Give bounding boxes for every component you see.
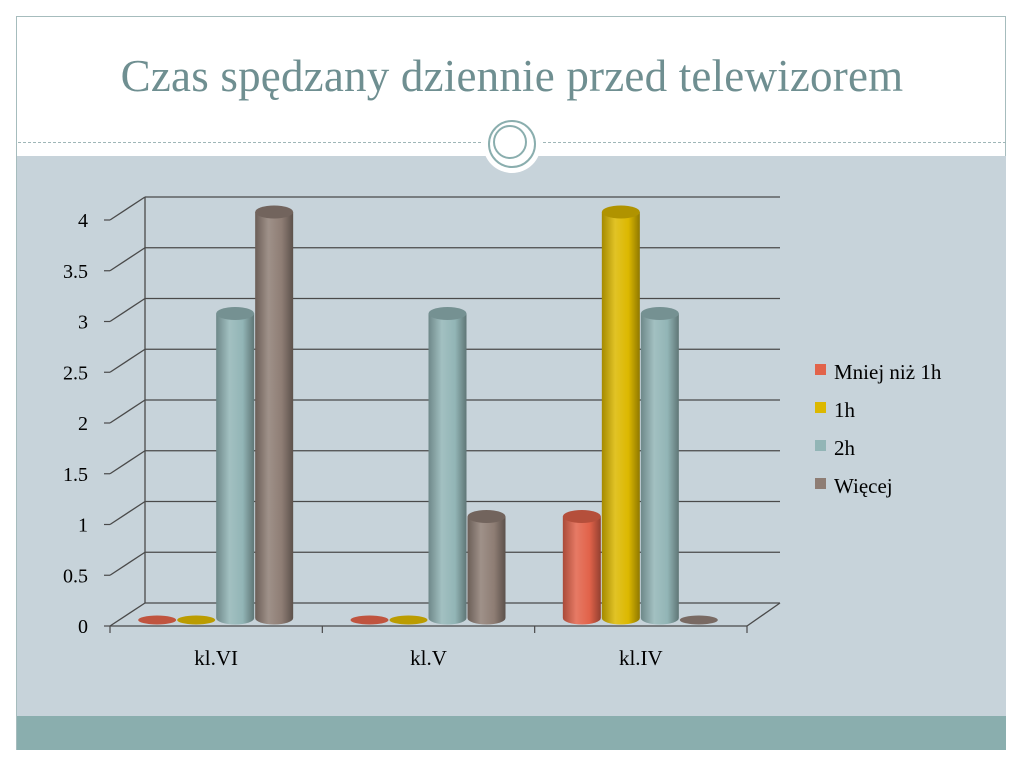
x-tick-label: kl.V (410, 646, 447, 670)
gridline-depth (109, 348, 146, 373)
chart-legend: Mniej niż 1h 1h 2h Więcej (815, 360, 942, 498)
bar-zero-disc (138, 615, 177, 625)
bar-top (255, 205, 294, 219)
bar-zero-disc (389, 615, 428, 625)
bar-top (216, 307, 255, 320)
chart-axes: 0 0.5 1 1.5 2 2.5 3 3.5 4 kl.VI kl.V kl.IV (63, 210, 781, 670)
bar (679, 615, 718, 625)
bar-body (562, 516, 601, 625)
chart-bars (138, 205, 718, 625)
legend-label: Więcej (834, 474, 893, 498)
gridline-depth (109, 297, 146, 323)
y-tick-label: 3 (78, 312, 88, 334)
legend-label: 1h (834, 398, 856, 422)
bar (138, 615, 177, 625)
y-tick-label: 2.5 (63, 362, 88, 384)
bar-body (216, 313, 255, 625)
gridline-depth (109, 399, 146, 424)
bar-top (601, 205, 640, 219)
bar (216, 307, 255, 625)
gridline-depth (109, 602, 146, 627)
y-tick-label: 3.5 (63, 261, 88, 283)
bar (562, 510, 601, 625)
y-tick-label: 0.5 (63, 565, 88, 587)
gridline-depth (109, 551, 146, 576)
gridline-depth (109, 247, 146, 272)
y-tick-label: 2 (78, 413, 88, 435)
y-tick-label: 4 (78, 210, 88, 232)
x-tick-label: kl.IV (619, 646, 663, 670)
bar-zero-disc (177, 615, 216, 625)
floor-right-edge (746, 602, 781, 627)
gridline-depth (109, 450, 146, 475)
bar-zero-disc (679, 615, 718, 625)
bar (350, 615, 389, 625)
x-tick-label: kl.VI (194, 646, 238, 670)
bar (177, 615, 216, 625)
bar (255, 205, 294, 625)
bar (640, 307, 679, 625)
bar-body (467, 516, 506, 625)
slide-title: Czas spędzany dziennie przed telewizorem (120, 51, 904, 101)
bar (601, 205, 640, 625)
bar (467, 510, 506, 625)
y-tick-label: 0 (78, 616, 88, 638)
footer-bar (17, 716, 1006, 750)
legend-swatch (815, 478, 826, 489)
bar (389, 615, 428, 625)
gridline-depth (109, 500, 146, 526)
legend-label: Mniej niż 1h (834, 360, 942, 384)
circle-ornament-icon (483, 115, 541, 173)
bar-body (255, 212, 294, 625)
bar-zero-disc (350, 615, 389, 625)
y-tick-label: 1.5 (63, 464, 88, 486)
bar-body (640, 313, 679, 625)
gridline-depth (109, 196, 146, 221)
legend-label: 2h (834, 436, 856, 460)
bar-body (428, 313, 467, 625)
legend-swatch (815, 402, 826, 413)
bar-top (467, 510, 506, 523)
bar-top (428, 307, 467, 320)
bar-top (562, 510, 601, 523)
bar (428, 307, 467, 625)
bar-body (601, 212, 640, 625)
bar-top (640, 307, 679, 320)
y-tick-label: 1 (78, 515, 88, 537)
legend-swatch (815, 440, 826, 451)
legend-swatch (815, 364, 826, 375)
